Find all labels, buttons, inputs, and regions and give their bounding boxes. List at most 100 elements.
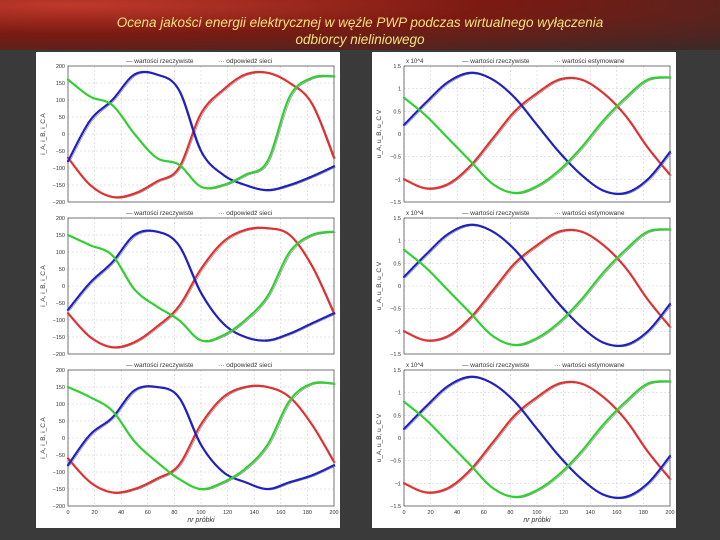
y-tick-label: −1 — [395, 177, 401, 183]
series-line — [402, 76, 672, 195]
y-tick-label: −0.5 — [390, 307, 401, 313]
x-tick-label: 80 — [171, 510, 177, 516]
current-charts-panel: — wartości rzeczywiste ··· odpowiedź siec… — [36, 52, 340, 528]
x-tick-label: 200 — [665, 510, 674, 516]
y-tick-label: 150 — [56, 233, 65, 239]
series-line — [66, 381, 336, 491]
plot-frame — [67, 369, 335, 507]
y-tick-label: −50 — [56, 149, 65, 155]
y-tick-label: 200 — [56, 216, 65, 222]
y-tick-label: −1.5 — [390, 200, 401, 206]
chart-left-bot: — wartości rzeczywiste ··· odpowiedź siec… — [40, 362, 339, 524]
slide-title-line2: odbiorcy nieliniowego — [295, 32, 425, 47]
plot-frame — [67, 65, 335, 203]
y-tick-label: 1.5 — [393, 64, 401, 70]
y-tick-label: 50 — [59, 419, 65, 425]
series-line — [66, 230, 336, 343]
plot-frame — [403, 217, 671, 355]
slide-header — [0, 0, 720, 50]
axis-multiplier: x 10^4 — [406, 211, 424, 217]
series-line — [402, 71, 672, 195]
x-axis-label: nr próbki — [187, 517, 215, 524]
y-tick-label: 200 — [56, 64, 65, 70]
chart-legend: — wartości rzeczywiste ··· odpowiedź siec… — [126, 58, 272, 65]
x-tick-label: 40 — [454, 510, 460, 516]
x-tick-label: 120 — [223, 510, 232, 516]
y-tick-label: 50 — [59, 115, 65, 121]
x-tick-label: 80 — [507, 510, 513, 516]
legend-label: ··· odpowiedź sieci — [218, 210, 272, 217]
y-tick-label: 50 — [59, 267, 65, 273]
series-reference-line — [69, 232, 336, 343]
y-tick-label: −150 — [53, 183, 65, 189]
x-tick-label: 60 — [481, 510, 487, 516]
series-line — [66, 226, 336, 349]
series-line — [66, 384, 336, 494]
series-reference-line — [69, 76, 336, 190]
plot-frame — [403, 65, 671, 203]
chart-legend: — wartości rzeczywiste ··· wartości estym… — [406, 362, 625, 369]
current-charts: — wartości rzeczywiste ··· odpowiedź siec… — [40, 58, 339, 524]
y-axis-label: u_A, u_B, u_C V — [376, 109, 383, 158]
series-line — [402, 76, 672, 190]
y-tick-label: 150 — [56, 385, 65, 391]
chart-left-mid: — wartości rzeczywiste ··· odpowiedź siec… — [40, 210, 336, 358]
x-tick-label: 140 — [250, 510, 259, 516]
legend-label: ··· odpowiedź sieci — [218, 362, 272, 369]
y-axis-label: u_A, u_B, u_C V — [376, 413, 383, 462]
x-tick-label: 160 — [612, 510, 621, 516]
axis-multiplier: x 10^4 — [406, 59, 424, 65]
y-tick-label: −100 — [53, 470, 65, 476]
chart-legend: — wartości rzeczywiste ··· odpowiedź siec… — [126, 210, 272, 217]
y-tick-label: 0 — [62, 132, 65, 138]
series-line — [402, 380, 672, 499]
y-axis-label: i_A, i_B, i_C A — [40, 265, 47, 307]
y-tick-label: 150 — [56, 81, 65, 87]
y-axis-label: i_A, i_B, i_C A — [40, 113, 47, 155]
y-tick-label: 0 — [398, 284, 401, 290]
y-tick-label: 100 — [56, 98, 65, 104]
y-tick-label: −50 — [56, 301, 65, 307]
x-tick-label: 120 — [559, 510, 568, 516]
x-tick-label: 20 — [92, 510, 98, 516]
chart-right-mid: — wartości rzeczywiste ··· wartości estym… — [376, 210, 672, 358]
y-tick-label: 0.5 — [393, 261, 401, 267]
y-tick-label: −1 — [395, 329, 401, 335]
legend-label: ··· wartości estymowane — [554, 210, 625, 217]
series-line — [402, 223, 672, 347]
x-tick-label: 60 — [145, 510, 151, 516]
axis-multiplier: x 10^4 — [406, 363, 424, 369]
y-tick-label: −200 — [53, 504, 65, 510]
series-line — [402, 228, 672, 347]
x-tick-label: 0 — [66, 510, 69, 516]
chart-left-top: — wartości rzeczywiste ··· odpowiedź siec… — [40, 58, 336, 206]
legend-label: ··· odpowiedź sieci — [218, 58, 272, 65]
chart-right-top: — wartości rzeczywiste ··· wartości estym… — [376, 58, 672, 206]
x-tick-label: 100 — [196, 510, 205, 516]
x-tick-label: 20 — [428, 510, 434, 516]
y-tick-label: 0 — [398, 436, 401, 442]
y-tick-label: 1.5 — [393, 368, 401, 374]
y-tick-label: 0 — [62, 436, 65, 442]
legend-label: ··· wartości estymowane — [554, 58, 625, 65]
y-tick-label: 200 — [56, 368, 65, 374]
y-tick-label: −100 — [53, 166, 65, 172]
y-tick-label: 100 — [56, 402, 65, 408]
y-tick-label: 1 — [398, 87, 401, 93]
legend-label: — wartości rzeczywiste — [462, 362, 530, 369]
y-tick-label: 100 — [56, 250, 65, 256]
series-line — [66, 70, 336, 199]
series-reference-line — [69, 383, 336, 491]
legend-label: — wartości rzeczywiste — [126, 58, 194, 65]
voltage-charts: — wartości rzeczywiste ··· wartości estym… — [376, 58, 675, 524]
legend-label: ··· wartości estymowane — [554, 362, 625, 369]
y-tick-label: −0.5 — [390, 155, 401, 161]
chart-legend: — wartości rzeczywiste ··· wartości estym… — [406, 210, 625, 217]
voltage-charts-panel: — wartości rzeczywiste ··· wartości estym… — [372, 52, 676, 528]
y-tick-label: 1 — [398, 391, 401, 397]
y-axis-label: i_A, i_B, i_C A — [40, 417, 47, 459]
y-tick-label: −1.5 — [390, 504, 401, 510]
x-tick-label: 180 — [303, 510, 312, 516]
y-tick-label: −0.5 — [390, 459, 401, 465]
x-axis-label: nr próbki — [523, 517, 551, 524]
